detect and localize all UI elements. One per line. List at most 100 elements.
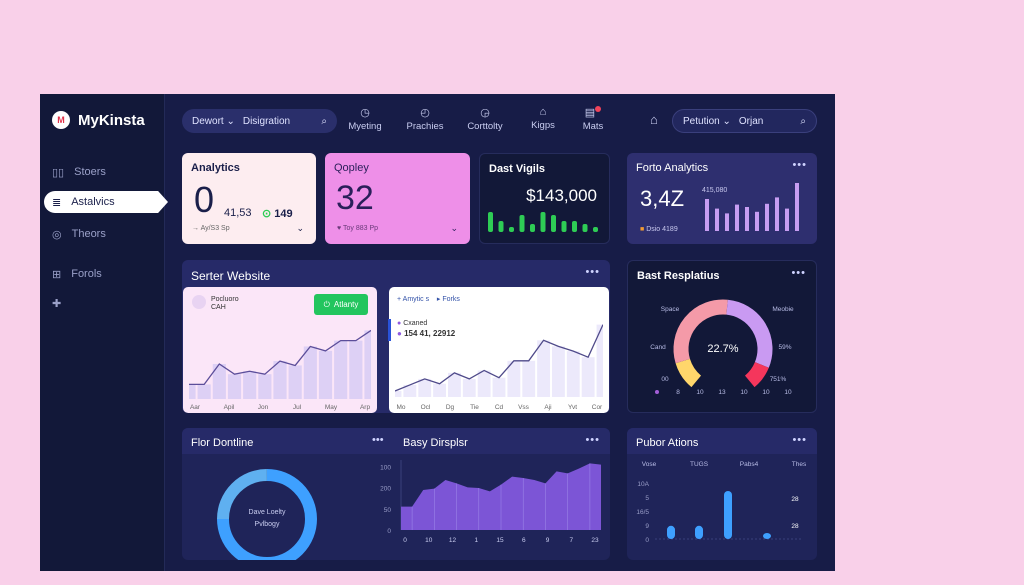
area-column xyxy=(318,350,333,399)
x-tick-label: 1 xyxy=(474,537,478,544)
filter-input[interactable]: Orjan xyxy=(738,115,764,127)
legend-label: Cxaned xyxy=(403,320,428,327)
slice-label: 59% xyxy=(778,344,791,351)
nav-label: Mats xyxy=(582,121,604,132)
area-line xyxy=(395,324,603,392)
search-icon[interactable]: ⌕ xyxy=(321,115,327,127)
forto-bar xyxy=(785,208,789,231)
more-options-icon[interactable]: ••• xyxy=(791,267,806,279)
sidebar-item-extensions[interactable]: ✚ xyxy=(44,292,168,314)
search-input[interactable]: Disigration xyxy=(242,115,291,127)
slice-label: 751% xyxy=(770,376,787,383)
y-tick-label: 0 xyxy=(387,528,391,535)
dast-vigils-card: Dast Vigils $143,000 xyxy=(479,153,610,244)
x-tick-label: Yvt xyxy=(568,404,577,411)
nav-kigps[interactable]: ⌂ Kigps xyxy=(518,106,568,131)
search-dropdown-label: Dewort xyxy=(192,115,224,127)
card-title: Qopley xyxy=(334,162,369,174)
slice-label: 00 xyxy=(661,376,669,383)
sidebar-item-theors[interactable]: ◎ Theors xyxy=(44,223,168,245)
sidebar-item-label: Theors xyxy=(71,228,106,240)
spark-bar xyxy=(561,221,567,232)
serter-left-card: Pocluoro CAH ⏻ Atlanty Aar Apil Jon Jul May Arp xyxy=(183,287,377,413)
tab-forks[interactable]: ▸ Forks xyxy=(436,296,460,303)
sidebar-item-stoers[interactable]: ▯▯ Stoers xyxy=(44,161,168,183)
nav-label: Corttolty xyxy=(467,121,503,132)
left-label-group: Pocluoro CAH xyxy=(211,296,239,312)
x-tick-label: 6 xyxy=(522,537,526,544)
more-options-icon[interactable]: ••• xyxy=(372,434,384,446)
brand-name: MyKinsta xyxy=(78,111,145,129)
activity-button[interactable]: ⏻ Atlanty xyxy=(314,294,368,315)
axis-label: 10 xyxy=(740,389,748,396)
analytics-footnote-group: → Ay/S3 Sp xyxy=(192,225,230,232)
tab-label: Amytic s xyxy=(402,296,430,303)
x-tick-label: 12 xyxy=(449,537,457,544)
filter-dropdown-label: Petution xyxy=(683,115,720,127)
spark-bar xyxy=(530,224,535,232)
timer-icon: ◴ xyxy=(420,107,430,119)
nav-myeting[interactable]: ◷ Myeting xyxy=(340,106,390,132)
area-column xyxy=(258,374,272,399)
area-column xyxy=(197,384,211,399)
more-options-icon[interactable]: ••• xyxy=(792,159,807,171)
qopley-card: Qopley 32 ♥ Toy 883 Pp ⌄ xyxy=(325,153,470,244)
x-tick-label: Aji xyxy=(544,404,551,411)
sidebar-item-astalvics[interactable]: ≣ Astalvics xyxy=(44,191,168,213)
area-column xyxy=(349,340,363,399)
more-options-icon[interactable]: ••• xyxy=(585,266,600,278)
forto-bar xyxy=(775,197,779,231)
search-icon[interactable]: ⌕ xyxy=(800,115,806,127)
nav-label: Myeting xyxy=(348,121,382,132)
spark-bar xyxy=(582,224,588,232)
column-header: TUGS xyxy=(690,461,709,468)
x-tick-label: Cor xyxy=(592,404,603,411)
nav-prachies[interactable]: ◴ Prachies xyxy=(400,106,450,132)
x-tick-label: Vss xyxy=(518,404,530,411)
x-tick-label: Mo xyxy=(396,404,405,411)
spark-bar xyxy=(593,227,598,232)
area-column xyxy=(418,378,432,397)
axis-label: 13 xyxy=(718,389,726,396)
easy-title: Basy Dirsplsr xyxy=(403,437,468,449)
more-options-icon[interactable]: ••• xyxy=(585,434,600,446)
analytics-value: 0 xyxy=(194,179,215,220)
more-options-icon[interactable]: ••• xyxy=(792,434,807,446)
house-chart-icon[interactable]: ⌂ xyxy=(650,112,658,127)
theme-icon: ◎ xyxy=(52,228,62,241)
tab-amytics[interactable]: + Amytic s xyxy=(397,296,430,303)
sidebar: M MyKinsta ▯▯ Stoers ≣ Astalvics ◎ Theors ⊞ F… xyxy=(40,94,168,571)
slice-label: Meobie xyxy=(772,306,794,313)
mail-icon: ▤ xyxy=(568,106,618,119)
card-title: Bast Resplatius xyxy=(637,270,720,282)
x-tick-label: 7 xyxy=(569,537,573,544)
area-column xyxy=(462,378,476,397)
search-bar[interactable]: Dewort ⌄ Disigration ⌕ xyxy=(182,109,337,133)
filter-dropdown[interactable]: Petution ⌄ xyxy=(683,115,731,127)
expand-icon[interactable]: ⌄ xyxy=(296,223,304,233)
sparkline-chart xyxy=(488,212,598,232)
legend-dot xyxy=(655,390,659,394)
sidebar-item-label: Astalvics xyxy=(71,196,115,208)
spark-bar xyxy=(519,215,525,232)
clock-icon: ◷ xyxy=(360,107,370,119)
nav-corttolty[interactable]: ◶ Corttolty xyxy=(460,106,510,132)
pubor-bar xyxy=(763,533,771,539)
area-column xyxy=(552,346,565,397)
x-tick-label: Aar xyxy=(190,404,201,411)
brand-logo[interactable]: M MyKinsta xyxy=(52,111,145,129)
sidebar-item-forols[interactable]: ⊞ Forols xyxy=(44,263,168,285)
dast-value: $143,000 xyxy=(526,186,597,205)
filter-search-bar[interactable]: Petution ⌄ Orjan ⌕ xyxy=(672,109,817,133)
area-column xyxy=(189,384,196,399)
qopley-footnote-group: ♥ Toy 883 Pp xyxy=(337,225,378,232)
expand-icon[interactable]: ⌄ xyxy=(450,223,458,233)
forto-bar xyxy=(765,203,769,231)
left-sublabel: CAH xyxy=(211,304,226,311)
search-dropdown[interactable]: Dewort ⌄ xyxy=(192,115,235,127)
card-title: Dast Vigils xyxy=(489,163,546,175)
serter-right-area-chart: Mo Ocl Dg Tie Cd Vss Aji Yvt Cor xyxy=(395,324,603,411)
nav-mats[interactable]: ▤ Mats xyxy=(568,106,618,132)
x-tick-label: Dg xyxy=(446,404,455,411)
y-tick-label: 10A xyxy=(637,481,649,488)
